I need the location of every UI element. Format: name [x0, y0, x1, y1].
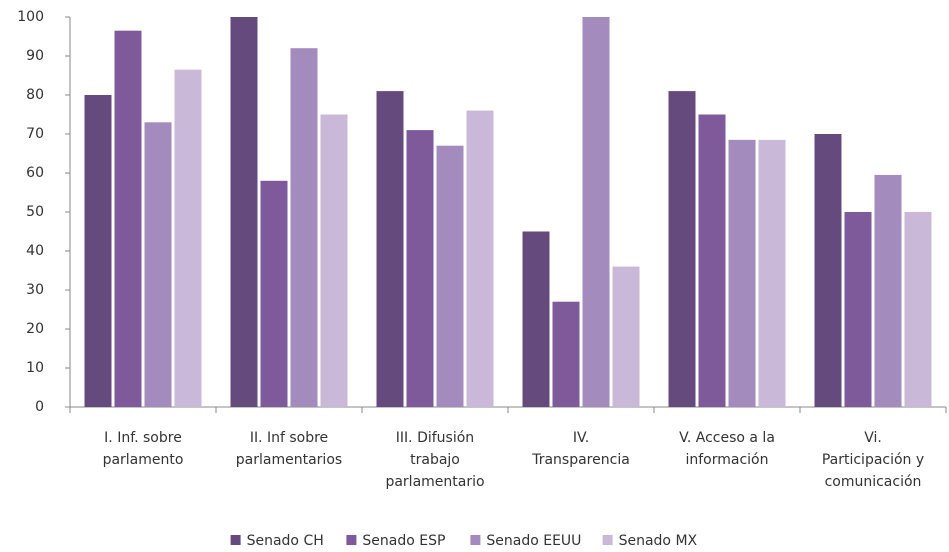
bar [522, 231, 550, 407]
bar [844, 212, 872, 407]
x-tick-label: I. Inf. sobre parlamento [103, 430, 184, 468]
x-tick-label: III. Difusión trabajo parlamentario [385, 430, 484, 490]
x-tick-label-line: Participación y [822, 452, 924, 468]
bar [114, 30, 142, 408]
bar [376, 91, 404, 407]
y-tick-label: 30 [26, 282, 44, 298]
x-tick-label: Vi. Participación y comunicación [822, 430, 924, 490]
x-tick-label: IV. Transparencia [531, 430, 630, 468]
legend-label: Senado ESP [362, 533, 445, 549]
legend-swatch [470, 535, 481, 545]
y-tick-label: 100 [17, 9, 44, 25]
x-tick-label-line: parlamento [103, 452, 184, 468]
y-tick-label: 40 [26, 243, 44, 259]
bar [728, 139, 756, 407]
bar [668, 91, 696, 407]
bar [874, 174, 902, 407]
legend-label: Senado MX [619, 533, 698, 549]
bar [84, 95, 112, 407]
legend-label: Senado CH [247, 533, 324, 549]
bar [612, 266, 640, 407]
bar [814, 134, 842, 407]
bar [582, 17, 610, 407]
x-tick-label-line: comunicación [825, 474, 922, 490]
x-tick-label-line: IV. [573, 430, 589, 446]
x-tick-label-line: parlamentario [385, 474, 484, 490]
legend-swatch [230, 535, 241, 545]
y-tick-label: 70 [26, 126, 44, 142]
x-tick-label-line: parlamentarios [236, 452, 342, 468]
x-tick-label-line: trabajo [410, 452, 460, 468]
bar [230, 17, 258, 407]
bar [758, 139, 786, 407]
y-tick-label: 0 [35, 399, 44, 415]
bar [320, 114, 348, 407]
y-tick-label: 60 [26, 165, 44, 181]
x-tick-label-line: información [685, 452, 768, 468]
y-tick-label: 90 [26, 48, 44, 64]
bar [466, 110, 494, 407]
bar [174, 69, 202, 408]
legend-label: Senado EEUU [486, 533, 581, 549]
bar [144, 122, 172, 408]
bar [436, 145, 464, 407]
bar [406, 130, 434, 407]
bar [260, 180, 288, 407]
y-tick-label: 80 [26, 87, 44, 103]
x-tick-label-line: Vi. [864, 430, 882, 446]
x-tick-label-line: V. Acceso a la [679, 430, 775, 446]
x-tick-label-line: I. Inf. sobre [104, 430, 182, 446]
x-tick-label-line: III. Difusión [396, 430, 474, 446]
legend-swatch [346, 535, 357, 545]
bar [904, 212, 932, 407]
bar [552, 301, 580, 407]
bar [698, 114, 726, 407]
legend-swatch [602, 535, 613, 545]
x-tick-label: II. Inf sobre parlamentarios [236, 430, 342, 468]
x-tick-label: V. Acceso a la información [679, 430, 775, 468]
x-tick-label-line: II. Inf sobre [250, 430, 328, 446]
y-tick-label: 20 [26, 321, 44, 337]
bar [290, 48, 318, 407]
y-tick-label: 10 [26, 360, 44, 376]
y-tick-label: 50 [26, 204, 44, 220]
x-tick-label-line: Transparencia [531, 452, 630, 468]
